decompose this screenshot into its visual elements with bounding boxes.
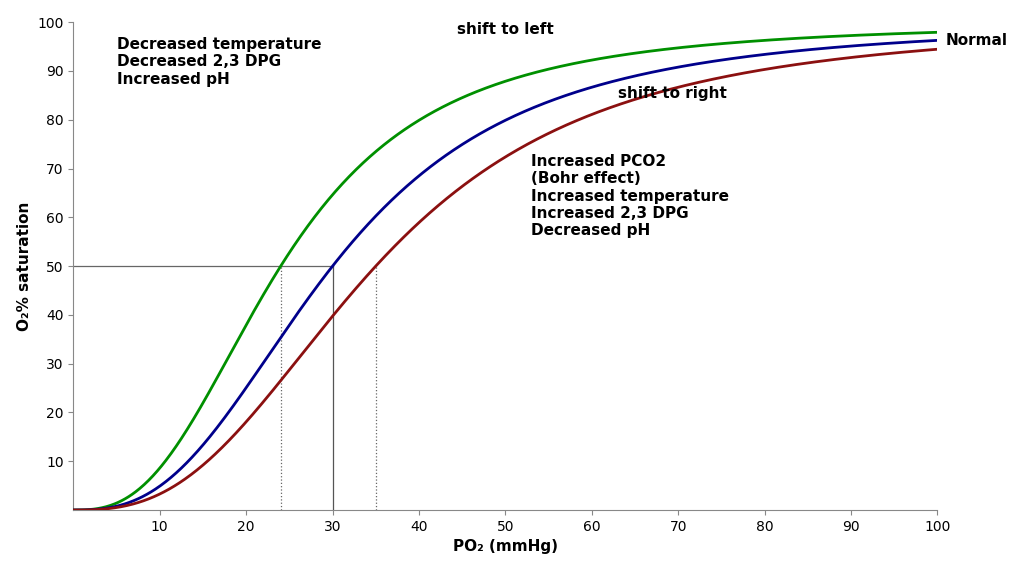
Text: shift to left: shift to left — [457, 22, 554, 37]
X-axis label: PO₂ (mmHg): PO₂ (mmHg) — [453, 540, 558, 554]
Text: Increased PCO2
(Bohr effect)
Increased temperature
Increased 2,3 DPG
Decreased p: Increased PCO2 (Bohr effect) Increased t… — [531, 154, 729, 239]
Text: Normal: Normal — [946, 33, 1008, 48]
Text: Decreased temperature
Decreased 2,3 DPG
Increased pH: Decreased temperature Decreased 2,3 DPG … — [117, 37, 321, 87]
Y-axis label: O₂% saturation: O₂% saturation — [16, 202, 32, 331]
Text: shift to right: shift to right — [617, 86, 727, 100]
